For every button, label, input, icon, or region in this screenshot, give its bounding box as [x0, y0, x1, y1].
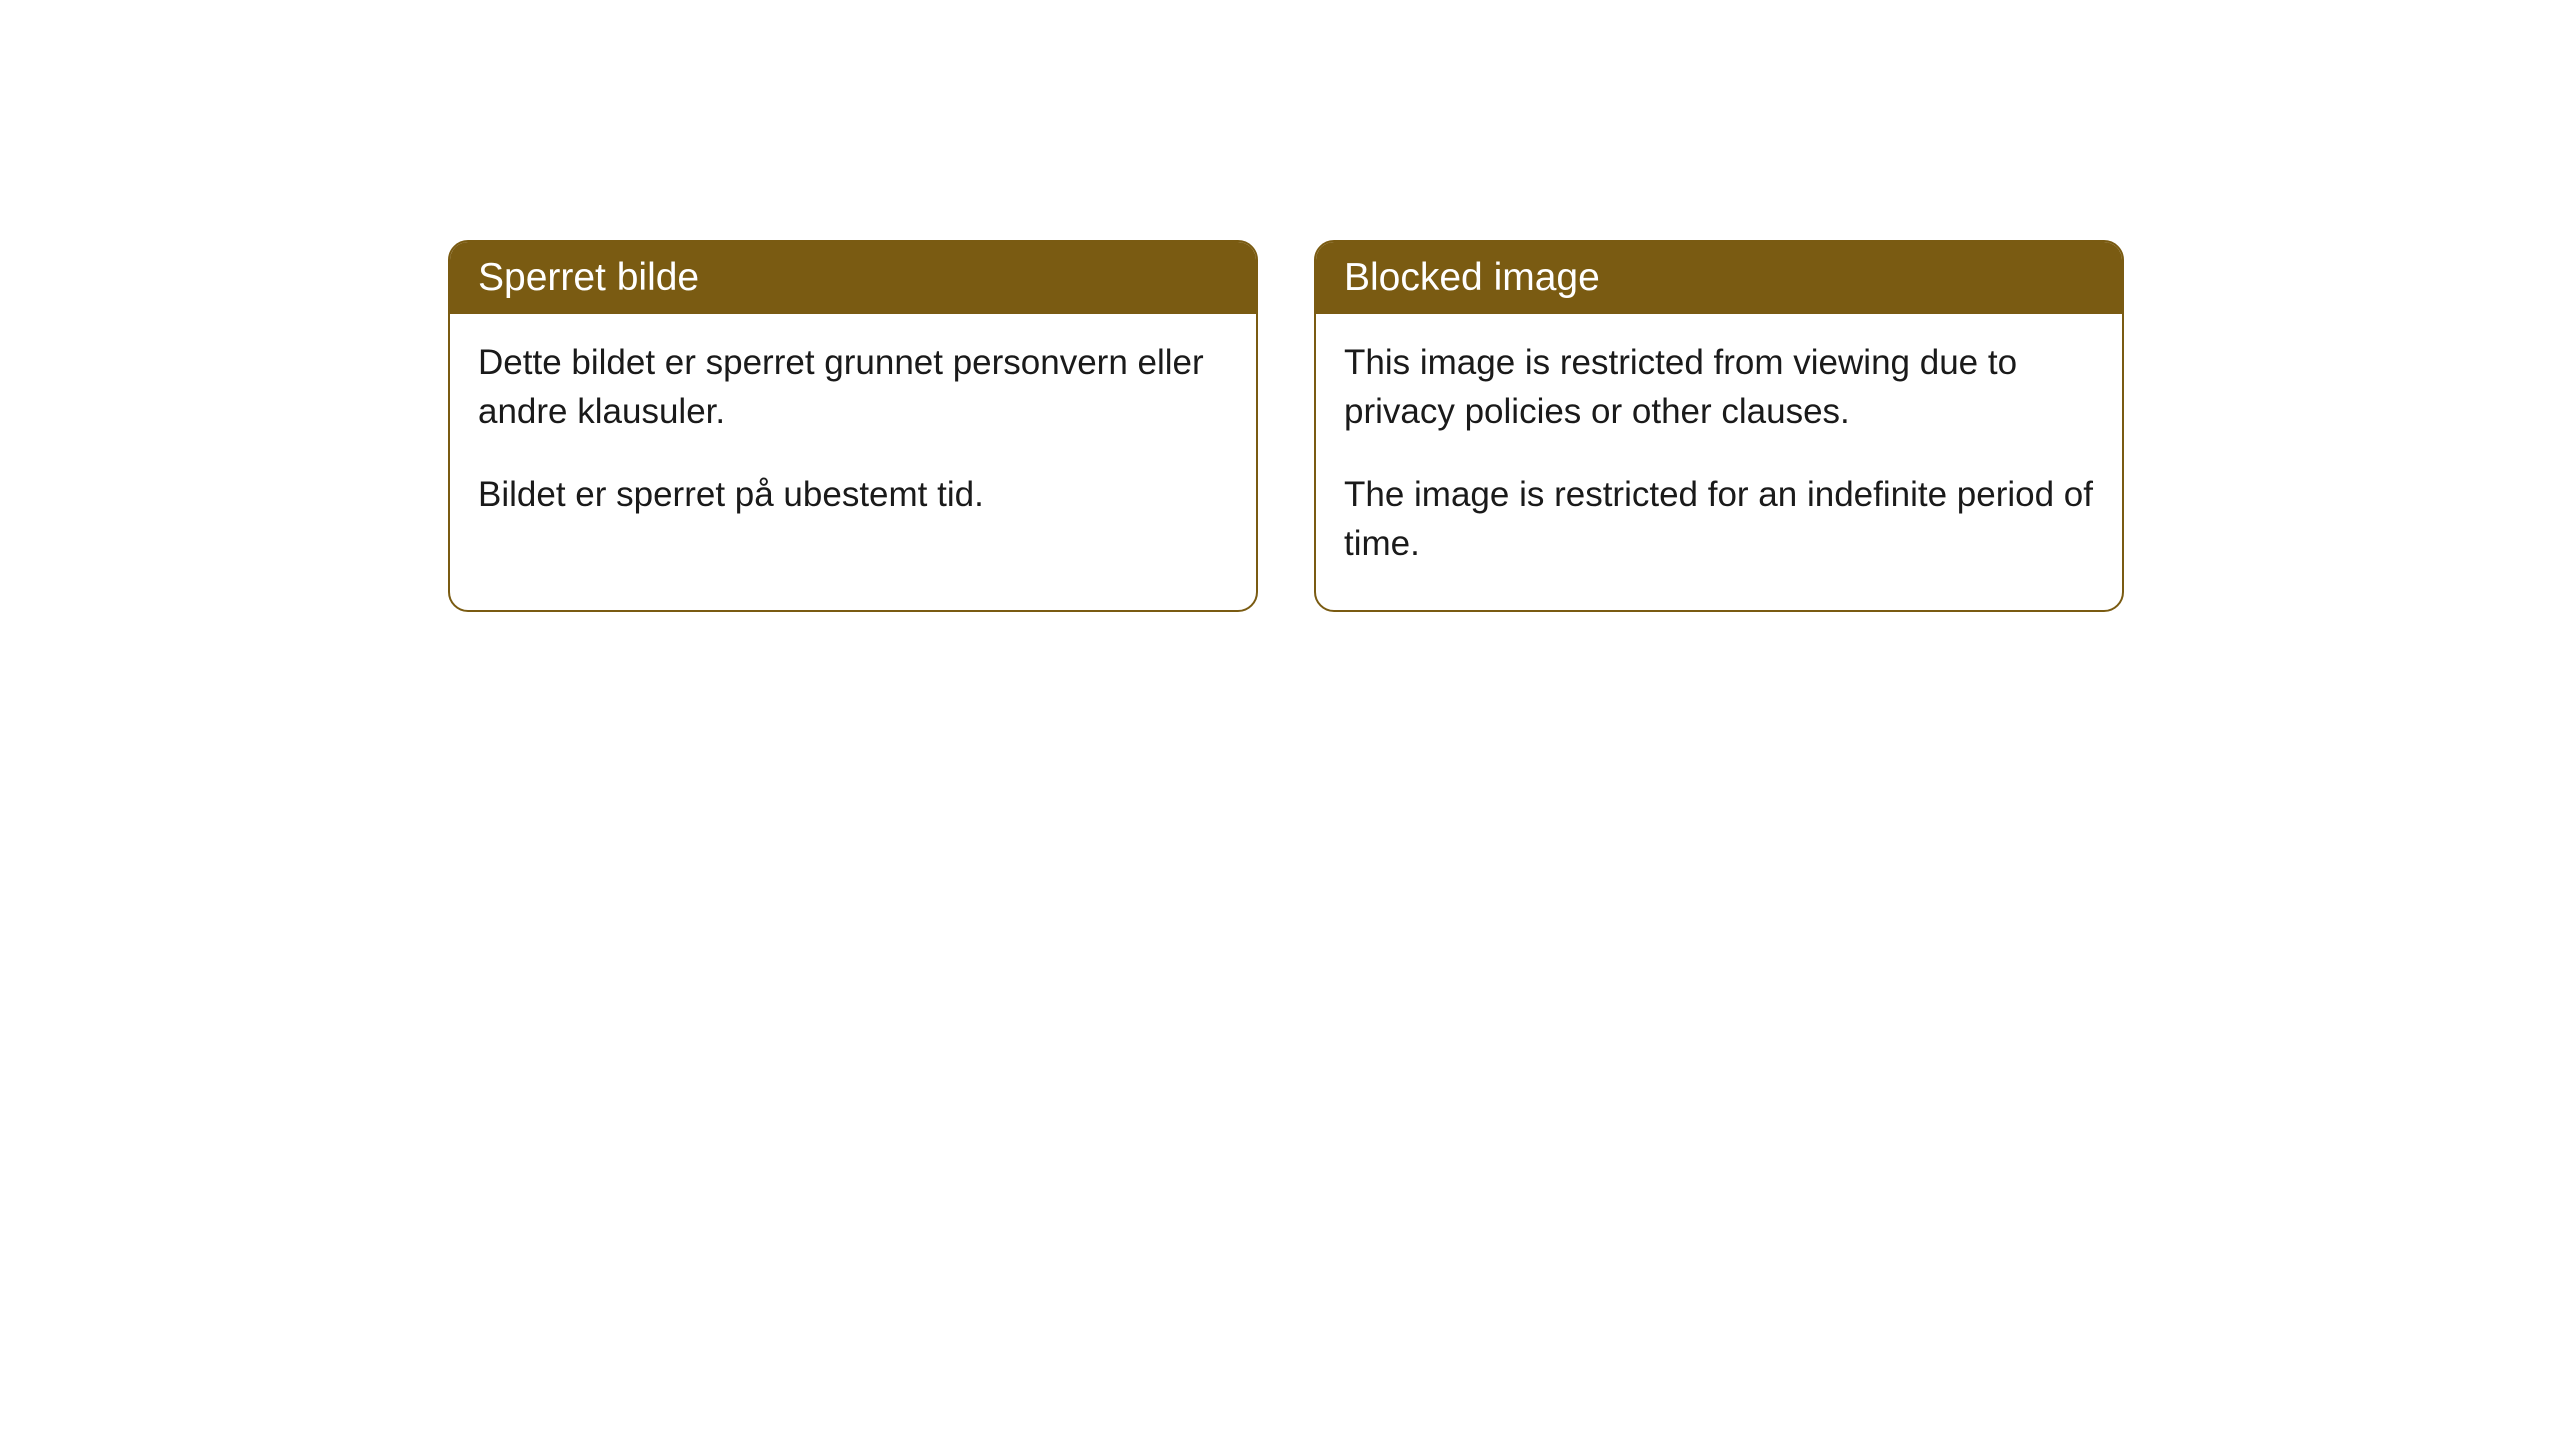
notice-card-english: Blocked image This image is restricted f… — [1314, 240, 2124, 612]
card-paragraph: This image is restricted from viewing du… — [1344, 338, 2094, 436]
notice-container: Sperret bilde Dette bildet er sperret gr… — [0, 0, 2560, 612]
notice-card-norwegian: Sperret bilde Dette bildet er sperret gr… — [448, 240, 1258, 612]
card-body: Dette bildet er sperret grunnet personve… — [450, 314, 1256, 561]
card-paragraph: The image is restricted for an indefinit… — [1344, 470, 2094, 568]
card-title: Blocked image — [1344, 256, 1600, 299]
card-body: This image is restricted from viewing du… — [1316, 314, 2122, 610]
card-paragraph: Dette bildet er sperret grunnet personve… — [478, 338, 1228, 436]
card-title: Sperret bilde — [478, 256, 699, 299]
card-header: Blocked image — [1316, 242, 2122, 314]
card-paragraph: Bildet er sperret på ubestemt tid. — [478, 470, 1228, 519]
card-header: Sperret bilde — [450, 242, 1256, 314]
